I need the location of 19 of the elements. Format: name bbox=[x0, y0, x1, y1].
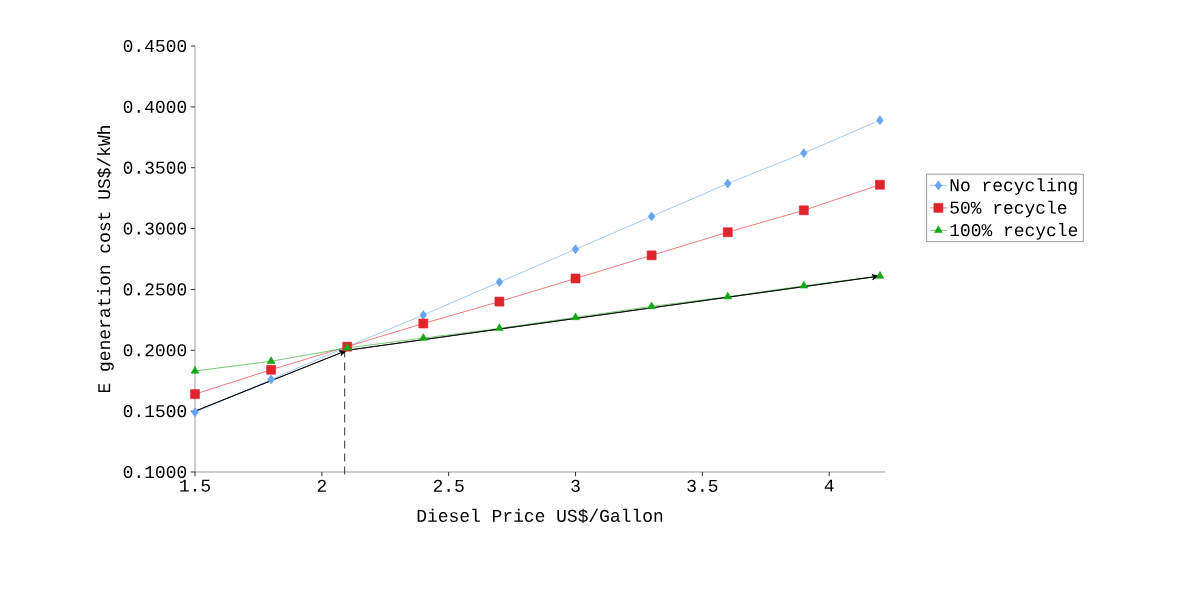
y-tick-label: 0.4500 bbox=[123, 39, 187, 53]
y-tick-label: 0.2000 bbox=[123, 344, 187, 357]
x-tick-label: 2 bbox=[317, 479, 326, 492]
y-tick-label: 0.1000 bbox=[123, 465, 187, 479]
x-tick-label: 3 bbox=[571, 479, 580, 492]
x-tick-label: 4 bbox=[824, 479, 834, 492]
x-tick-label: 1.5 bbox=[180, 479, 210, 492]
x-axis-title: Diesel Price US$/Gallon bbox=[417, 508, 663, 524]
y-tick-label: 0.4000 bbox=[123, 100, 187, 113]
x-tick-label: 2.5 bbox=[433, 479, 464, 492]
legend-label: 50% recycle bbox=[950, 200, 1067, 218]
y-axis-title: E generation cost US$/kWh bbox=[97, 126, 114, 393]
legend-label: No recycling bbox=[950, 178, 1077, 195]
y-tick-label: 0.1500 bbox=[123, 405, 187, 418]
x-tick-label: 3.5 bbox=[687, 479, 718, 492]
legend-label: 100% recycle bbox=[950, 223, 1078, 240]
y-tick-label: 0.3500 bbox=[123, 161, 187, 174]
y-tick-label: 0.2500 bbox=[123, 283, 187, 296]
y-tick-label: 0.3000 bbox=[123, 222, 187, 235]
